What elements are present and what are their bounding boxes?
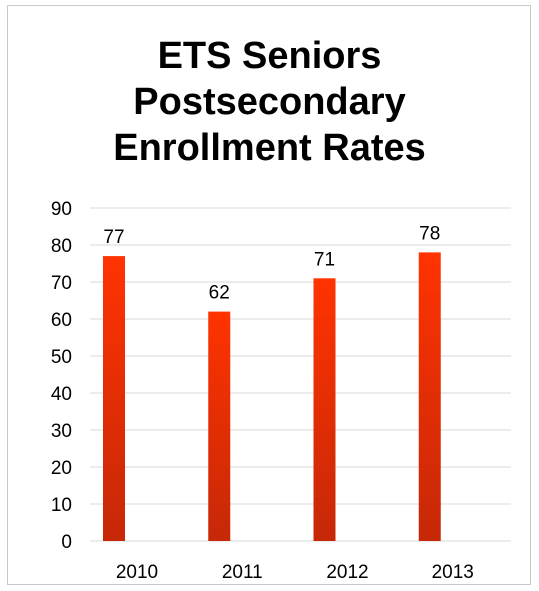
y-tick-label: 50 xyxy=(51,347,72,368)
y-tick-label: 10 xyxy=(51,495,72,516)
y-tick-label: 90 xyxy=(51,199,72,220)
bar xyxy=(208,311,231,541)
data-label: 71 xyxy=(314,249,335,270)
y-tick-label: 0 xyxy=(61,532,72,553)
y-tick-label: 20 xyxy=(51,458,72,479)
bar xyxy=(418,252,441,541)
chart-frame xyxy=(7,5,531,585)
gridlines xyxy=(90,207,511,542)
x-category-label: 2011 xyxy=(222,562,263,583)
chart-title-line-1: ETS Seniors xyxy=(157,35,382,77)
y-tick-label: 40 xyxy=(51,384,72,405)
y-tick-label: 80 xyxy=(51,236,72,257)
y-tick-label: 60 xyxy=(51,310,72,331)
chart-title-line-3: Enrollment Rates xyxy=(113,127,426,169)
x-category-label: 2010 xyxy=(116,562,158,583)
chart-title: ETS Seniors Postsecondary Enrollment Rat… xyxy=(0,33,539,171)
chart-title-line-2: Postsecondary xyxy=(133,81,406,123)
data-label: 62 xyxy=(209,283,230,304)
x-category-label: 2012 xyxy=(326,562,368,583)
bar xyxy=(103,256,125,541)
bar xyxy=(313,278,336,541)
data-label: 78 xyxy=(419,223,440,244)
y-tick-label: 30 xyxy=(51,421,72,442)
x-category-label: 2013 xyxy=(432,562,474,583)
y-tick-label: 70 xyxy=(51,273,72,294)
bars xyxy=(103,252,441,541)
labels: 0 10 20 30 40 50 60 70 80 90 77 2010 62 2011 71 2012 78 2… xyxy=(51,199,474,583)
data-label: 77 xyxy=(103,227,124,248)
